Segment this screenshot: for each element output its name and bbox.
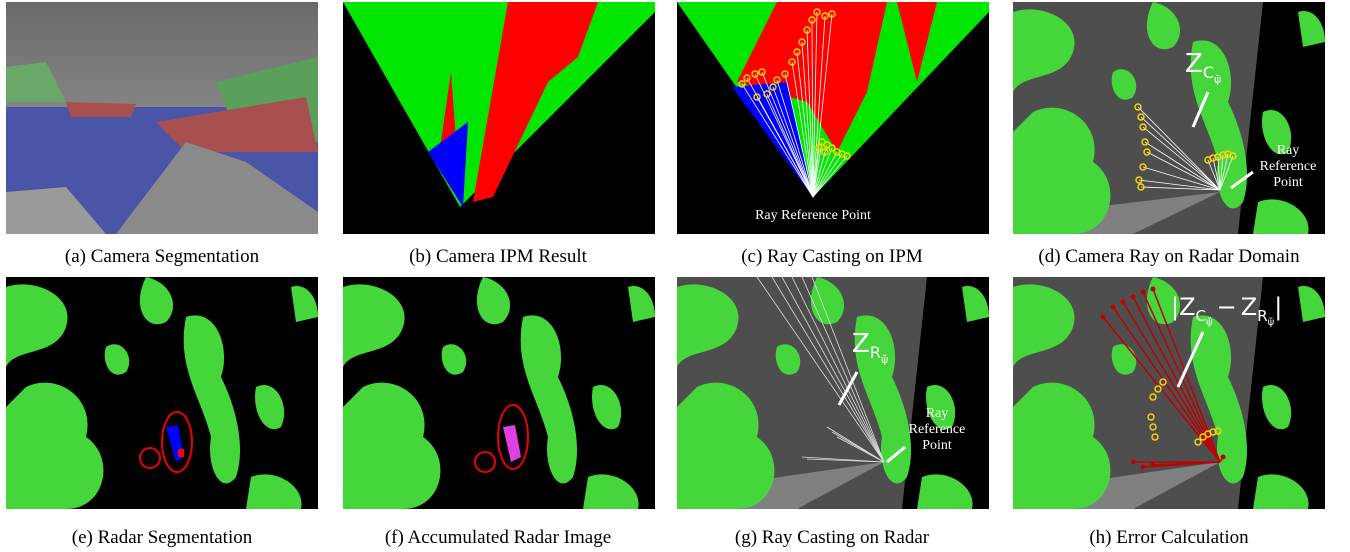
- caption: (d) Camera Ray on Radar Domain: [1038, 246, 1300, 267]
- panel-b-image: [343, 2, 655, 234]
- page: Ray Reference Point Ray Reference Point …: [0, 0, 1350, 552]
- annotation-line: Point: [922, 438, 952, 453]
- caption: (h) Error Calculation: [1089, 527, 1249, 548]
- arrow-head: [1111, 305, 1116, 310]
- caption: (b) Camera IPM Result: [409, 246, 588, 267]
- panel-g-image: Ray Reference Point ZRψ̆: [677, 277, 989, 509]
- arrow-head: [1121, 300, 1126, 305]
- caption: (e) Radar Segmentation: [72, 527, 253, 548]
- panel-d-image: Ray Reference Point ZCψ̆: [1013, 2, 1325, 234]
- annotation-line: Reference: [1260, 159, 1317, 174]
- panel-c-image: Ray Reference Point: [677, 2, 989, 234]
- arrow-head: [1151, 463, 1156, 468]
- caption: (a) Camera Segmentation: [65, 246, 260, 267]
- arrow-head: [1141, 465, 1146, 470]
- panel-e-image: [6, 277, 318, 509]
- panel-f-image: [343, 277, 655, 509]
- annotation-line: Point: [1273, 175, 1303, 190]
- panel-h-image: |ZCψ̆−ZRψ̆|: [1013, 277, 1325, 509]
- caption: (c) Ray Casting on IPM: [741, 246, 923, 267]
- arrow-head: [1131, 460, 1136, 465]
- arrow-head: [1151, 287, 1156, 292]
- caption: (f) Accumulated Radar Image: [385, 527, 611, 548]
- panel-a-image: [6, 2, 318, 234]
- annotation-line: Ray: [1277, 143, 1300, 158]
- annotation: Ray Reference Point: [755, 208, 871, 223]
- annotation-line: Ray: [926, 406, 949, 421]
- arrow-head: [1141, 290, 1146, 295]
- arrow-head: [1131, 295, 1136, 300]
- arrow-head: [1221, 455, 1226, 460]
- caption: (g) Ray Casting on Radar: [735, 527, 930, 548]
- annotation-line: Reference: [909, 422, 966, 437]
- arrow-head: [1101, 315, 1106, 320]
- figure: Ray Reference Point Ray Reference Point …: [0, 0, 1350, 552]
